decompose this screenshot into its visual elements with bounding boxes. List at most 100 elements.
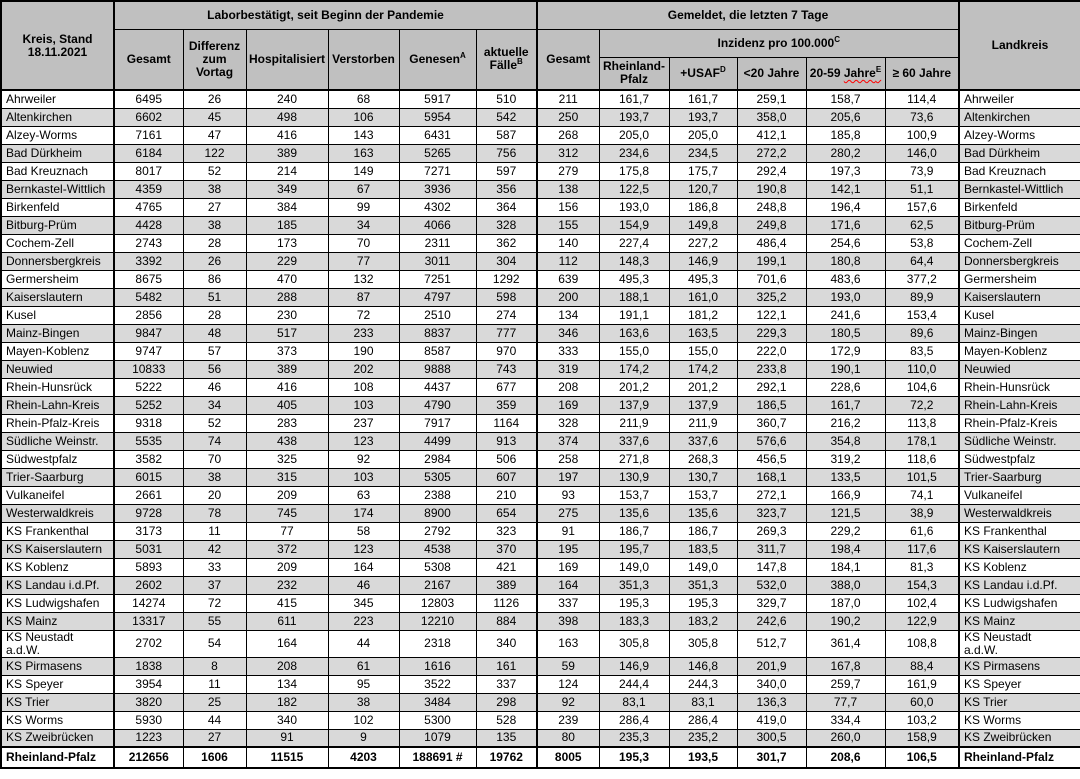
table-row: Westerwaldkreis 9728 78 745 174 8900 654 275 135…: [0, 503, 1080, 523]
table-row: Trier-Saarburg 6015 38 315 103 5305 607 197 130,…: [0, 467, 1080, 487]
value-cell: 8: [182, 656, 247, 676]
value-cell: 80: [536, 728, 600, 748]
value-cell: 47: [182, 125, 247, 145]
value-cell: 195,3: [598, 593, 670, 613]
kreis-name-cell: Bernkastel-Wittlich: [0, 179, 115, 199]
value-cell: 4790: [398, 395, 477, 415]
value-cell: 212656: [113, 746, 184, 769]
value-cell: 197,3: [805, 161, 886, 181]
header-label: Rheinland-Pfalz: [603, 59, 665, 87]
header-gesamt-pandemie: Gesamt: [113, 28, 184, 91]
value-cell: 244,4: [598, 674, 670, 694]
kreis-name-cell: KS Frankenthal: [0, 521, 115, 541]
value-cell: 146,9: [598, 656, 670, 676]
value-cell: 103: [327, 467, 400, 487]
superscript: B: [517, 57, 523, 67]
value-cell: 597: [475, 161, 538, 181]
kreis-name-cell: KS Landau i.d.Pf.: [0, 575, 115, 595]
value-cell: 61: [327, 656, 400, 676]
value-cell: 323,7: [736, 503, 807, 523]
value-cell: 180,8: [805, 251, 886, 271]
value-cell: 198,4: [805, 539, 886, 559]
value-cell: 191,1: [598, 305, 670, 325]
value-cell: 51: [182, 287, 247, 307]
value-cell: 134: [245, 674, 329, 694]
value-cell: 9: [327, 728, 400, 748]
value-cell: 60,0: [884, 692, 960, 712]
value-cell: 28: [182, 233, 247, 253]
value-cell: 118,6: [884, 449, 960, 469]
value-cell: 374: [536, 431, 600, 451]
landkreis-name-cell: Rhein-Pfalz-Kreis: [958, 413, 1080, 433]
landkreis-name-cell: KS Speyer: [958, 674, 1080, 694]
value-cell: 48: [182, 323, 247, 343]
value-cell: 155,0: [598, 341, 670, 361]
value-cell: 3484: [398, 692, 477, 712]
value-cell: 701,6: [736, 269, 807, 289]
value-cell: 346: [536, 323, 600, 343]
value-cell: 99: [327, 197, 400, 217]
landkreis-name-cell: Mayen-Koblenz: [958, 341, 1080, 361]
value-cell: 140: [536, 233, 600, 253]
value-cell: 68: [327, 89, 400, 109]
header-row-groups: Kreis, Stand 18.11.2021 Laborbestätigt, …: [0, 0, 1080, 91]
value-cell: 180,5: [805, 323, 886, 343]
value-cell: 57: [182, 341, 247, 361]
value-cell: 102,4: [884, 593, 960, 613]
table-row: KS Pirmasens 1838 8 208 61 1616 161 59 146,9 146,…: [0, 656, 1080, 676]
value-cell: 91: [536, 521, 600, 541]
value-cell: 135,6: [668, 503, 738, 523]
landkreis-name-cell: Rhein-Lahn-Kreis: [958, 395, 1080, 415]
landkreis-name-cell: Bitburg-Prüm: [958, 215, 1080, 235]
value-cell: 78: [182, 503, 247, 523]
value-cell: 103: [327, 395, 400, 415]
value-cell: 1606: [182, 746, 247, 769]
spellcheck-squiggle: JahreE: [844, 65, 881, 80]
value-cell: 227,2: [668, 233, 738, 253]
value-cell: 884: [475, 611, 538, 631]
value-cell: 11: [182, 674, 247, 694]
value-cell: 5222: [113, 377, 184, 397]
value-cell: 42: [182, 539, 247, 559]
value-cell: 235,3: [598, 728, 670, 748]
value-cell: 196,4: [805, 197, 886, 217]
value-cell: 4066: [398, 215, 477, 235]
value-cell: 362: [475, 233, 538, 253]
kreis-name-cell: Donnersbergkreis: [0, 251, 115, 271]
table-row: Altenkirchen 6602 45 498 106 5954 542 250 193,7 1…: [0, 107, 1080, 127]
value-cell: 104,6: [884, 377, 960, 397]
value-cell: 33: [182, 557, 247, 577]
value-cell: 156: [536, 197, 600, 217]
value-cell: 185,8: [805, 125, 886, 145]
value-cell: 1616: [398, 656, 477, 676]
value-cell: 4797: [398, 287, 477, 307]
value-cell: 292,1: [736, 377, 807, 397]
value-cell: 6184: [113, 143, 184, 163]
header-label: Genesen: [409, 51, 460, 66]
table-row: Germersheim 8675 86 470 132 7251 1292 639 495,3 4…: [0, 269, 1080, 289]
value-cell: 777: [475, 323, 538, 343]
landkreis-name-cell: Rheinland-Pfalz: [958, 746, 1080, 769]
value-cell: 345: [327, 593, 400, 613]
value-cell: 209: [245, 485, 329, 505]
value-cell: 153,7: [668, 485, 738, 505]
value-cell: 158,9: [884, 728, 960, 748]
landkreis-name-cell: Bad Dürkheim: [958, 143, 1080, 163]
value-cell: 4203: [327, 746, 400, 769]
header-label: Differenz zum Vortag: [188, 38, 241, 79]
value-cell: 2792: [398, 521, 477, 541]
header-label: Verstorben: [332, 51, 395, 66]
value-cell: 161,7: [668, 89, 738, 109]
value-cell: 248,8: [736, 197, 807, 217]
value-cell: 495,3: [598, 269, 670, 289]
value-cell: 3392: [113, 251, 184, 271]
value-cell: 517: [245, 323, 329, 343]
value-cell: 233: [327, 323, 400, 343]
value-cell: 244,3: [668, 674, 738, 694]
value-cell: 389: [245, 143, 329, 163]
value-cell: 102: [327, 710, 400, 730]
value-cell: 325: [245, 449, 329, 469]
value-cell: 190,1: [805, 359, 886, 379]
value-cell: 74: [182, 431, 247, 451]
value-cell: 122,1: [736, 305, 807, 325]
